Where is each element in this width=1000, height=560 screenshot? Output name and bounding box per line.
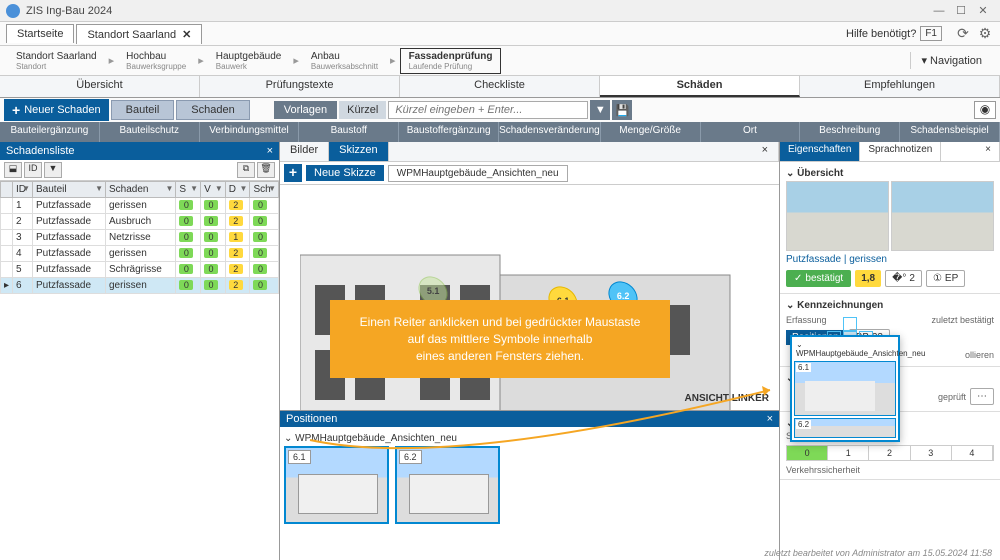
schaden-button[interactable]: Schaden bbox=[176, 100, 249, 120]
gear-icon[interactable]: ⚙ bbox=[976, 25, 994, 43]
cat-baustoffergaenzung[interactable]: Baustoffergänzung bbox=[399, 122, 499, 142]
bc-fassadenpruefung[interactable]: FassadenprüfungLaufende Prüfung bbox=[400, 48, 502, 74]
col-sch[interactable]: Sch▼ bbox=[250, 182, 279, 198]
tool-copy-icon[interactable]: ⧉ bbox=[237, 162, 255, 178]
status-bar: zuletzt bearbeitet von Administrator am … bbox=[756, 546, 1000, 560]
tool-filter-icon[interactable]: ▼ bbox=[44, 162, 62, 178]
tool-layout-icon[interactable]: ⬓ bbox=[4, 162, 22, 178]
section-kennz[interactable]: Kennzeichnungen bbox=[786, 298, 994, 313]
help-label: Hilfe benötigt? bbox=[846, 28, 916, 40]
minimize-button[interactable]: — bbox=[928, 5, 950, 17]
midtab-skizzen[interactable]: Skizzen bbox=[329, 142, 389, 161]
tab-startseite[interactable]: Startseite bbox=[6, 24, 74, 43]
bauteil-button[interactable]: Bauteil bbox=[111, 100, 175, 120]
maintab-uebersicht[interactable]: Übersicht bbox=[0, 76, 200, 97]
schadensliste-grid[interactable]: ID▼ Bauteil▼ Schaden▼ S▼ V▼ D▼ Sch▼ 1Put… bbox=[0, 181, 279, 560]
close-button[interactable]: ✕ bbox=[972, 4, 994, 17]
cat-verbindungsmittel[interactable]: Verbindungsmittel bbox=[200, 122, 300, 142]
refresh-icon[interactable]: ⟳ bbox=[954, 25, 972, 43]
neue-skizze-button[interactable]: Neue Skizze bbox=[306, 165, 384, 181]
preview-img-1[interactable] bbox=[786, 181, 889, 251]
drag-ghost: ⌄ WPMHauptgebäude_Ansichten_neu 6.1 6.2 bbox=[790, 335, 900, 442]
filter-icon[interactable]: ▼ bbox=[590, 100, 610, 120]
col-bauteil[interactable]: Bauteil▼ bbox=[33, 182, 106, 198]
midtab-bilder[interactable]: Bilder bbox=[280, 142, 329, 161]
cat-menge[interactable]: Menge/Größe bbox=[601, 122, 701, 142]
maximize-button[interactable]: ☐ bbox=[950, 4, 972, 17]
score-badge: 1,8 bbox=[855, 270, 881, 287]
eye-icon[interactable]: ◉ bbox=[974, 101, 996, 119]
col-s[interactable]: S▼ bbox=[176, 182, 201, 198]
cat-bauteilschutz[interactable]: Bauteilschutz bbox=[100, 122, 200, 142]
ep-button[interactable]: ① EP bbox=[926, 270, 965, 287]
rtab-eigenschaften[interactable]: Eigenschaften bbox=[780, 142, 860, 161]
cat-schadensbeispiel[interactable]: Schadensbeispiel bbox=[900, 122, 1000, 142]
app-icon bbox=[6, 4, 20, 18]
breadcrumb: Standort SaarlandStandort ▸ HochbauBauwe… bbox=[0, 46, 1000, 76]
maintab-schaeden[interactable]: Schäden bbox=[600, 76, 800, 97]
col-d[interactable]: D▼ bbox=[225, 182, 250, 198]
table-row[interactable]: 3PutzfassadeNetzrisse0010 bbox=[1, 230, 279, 246]
more-icon[interactable]: ⋯ bbox=[970, 388, 994, 405]
tab-close-icon[interactable]: ✕ bbox=[182, 29, 191, 41]
col-id[interactable]: ID▼ bbox=[13, 182, 33, 198]
count-button[interactable]: �° 2 bbox=[885, 270, 922, 287]
f1-button[interactable]: F1 bbox=[920, 26, 942, 41]
cat-beschreibung[interactable]: Beschreibung bbox=[800, 122, 900, 142]
bc-hochbau[interactable]: HochbauBauwerksgruppe bbox=[118, 51, 194, 71]
ansicht-label: ANSICHT LINKER bbox=[685, 393, 769, 404]
col-blank[interactable] bbox=[1, 182, 13, 198]
navigation-button[interactable]: ▾ Navigation bbox=[910, 52, 992, 69]
vorlagen-button[interactable]: Vorlagen bbox=[274, 101, 337, 119]
thumb-6-1[interactable]: 6.1 bbox=[284, 446, 389, 524]
rtab-close-icon[interactable]: × bbox=[977, 142, 1000, 161]
help-callout: Einen Reiter anklicken und bei gedrückte… bbox=[330, 300, 670, 378]
cat-bauteilergaenzung[interactable]: Bauteilergänzung bbox=[0, 122, 100, 142]
tool-id-icon[interactable]: ID bbox=[24, 162, 42, 178]
positionen-group[interactable]: ⌄ WPMHauptgebäude_Ansichten_neu bbox=[284, 431, 775, 446]
bc-hauptgebaeude[interactable]: HauptgebäudeBauwerk bbox=[208, 51, 290, 71]
preview-img-2[interactable] bbox=[891, 181, 994, 251]
panel-close-icon[interactable]: × bbox=[267, 145, 273, 157]
file-tab[interactable]: WPMHauptgebäude_Ansichten_neu bbox=[388, 165, 568, 182]
col-schaden[interactable]: Schaden▼ bbox=[106, 182, 176, 198]
table-row[interactable]: 4Putzfassadegerissen0020 bbox=[1, 246, 279, 262]
table-row[interactable]: 5PutzfassadeSchrägrisse0020 bbox=[1, 262, 279, 278]
midtab-close-icon[interactable]: × bbox=[752, 142, 779, 161]
cat-baustoff[interactable]: Baustoff bbox=[299, 122, 399, 142]
positionen-header[interactable]: Positionen× bbox=[280, 411, 779, 427]
app-title: ZIS Ing-Bau 2024 bbox=[26, 5, 928, 17]
bc-standort[interactable]: Standort SaarlandStandort bbox=[8, 51, 105, 71]
schadensliste-header: Schadensliste× bbox=[0, 142, 279, 160]
table-row[interactable]: 1Putzfassadegerissen0020 bbox=[1, 198, 279, 214]
cat-schadensveraenderung[interactable]: Schadensveränderung bbox=[499, 122, 601, 142]
col-v[interactable]: V▼ bbox=[201, 182, 226, 198]
table-row[interactable]: 2PutzfassadeAusbruch0020 bbox=[1, 214, 279, 230]
bc-anbau[interactable]: AnbauBauwerksabschnitt bbox=[303, 51, 386, 71]
kurzel-label: Kürzel bbox=[339, 101, 386, 119]
thumb-6-2[interactable]: 6.2 bbox=[395, 446, 500, 524]
save-icon[interactable]: 💾 bbox=[612, 100, 632, 120]
bestaetigt-button[interactable]: ✓ bestätigt bbox=[786, 270, 851, 287]
maintab-checkliste[interactable]: Checkliste bbox=[400, 76, 600, 97]
rtab-sprachnotizen[interactable]: Sprachnotizen bbox=[860, 142, 941, 161]
slider[interactable]: 0 1 2 3 4 bbox=[786, 445, 994, 461]
tab-standort[interactable]: Standort Saarland✕ bbox=[76, 24, 202, 44]
maintab-empfehlungen[interactable]: Empfehlungen bbox=[800, 76, 1000, 97]
tool-delete-icon[interactable]: 🗑 bbox=[257, 162, 275, 178]
add-skizze-button[interactable]: + bbox=[284, 164, 302, 182]
table-row[interactable]: ▸6Putzfassadegerissen0020 bbox=[1, 278, 279, 294]
cat-ort[interactable]: Ort bbox=[701, 122, 801, 142]
maintab-prueftexte[interactable]: Prüfungstexte bbox=[200, 76, 400, 97]
category-bar: Bauteilergänzung Bauteilschutz Verbindun… bbox=[0, 122, 1000, 142]
kurzel-input[interactable] bbox=[388, 101, 588, 119]
subject-title: Putzfassade | gerissen bbox=[786, 251, 994, 268]
section-uebersicht[interactable]: Übersicht bbox=[786, 166, 994, 181]
new-schaden-button[interactable]: +Neuer Schaden bbox=[4, 99, 109, 121]
